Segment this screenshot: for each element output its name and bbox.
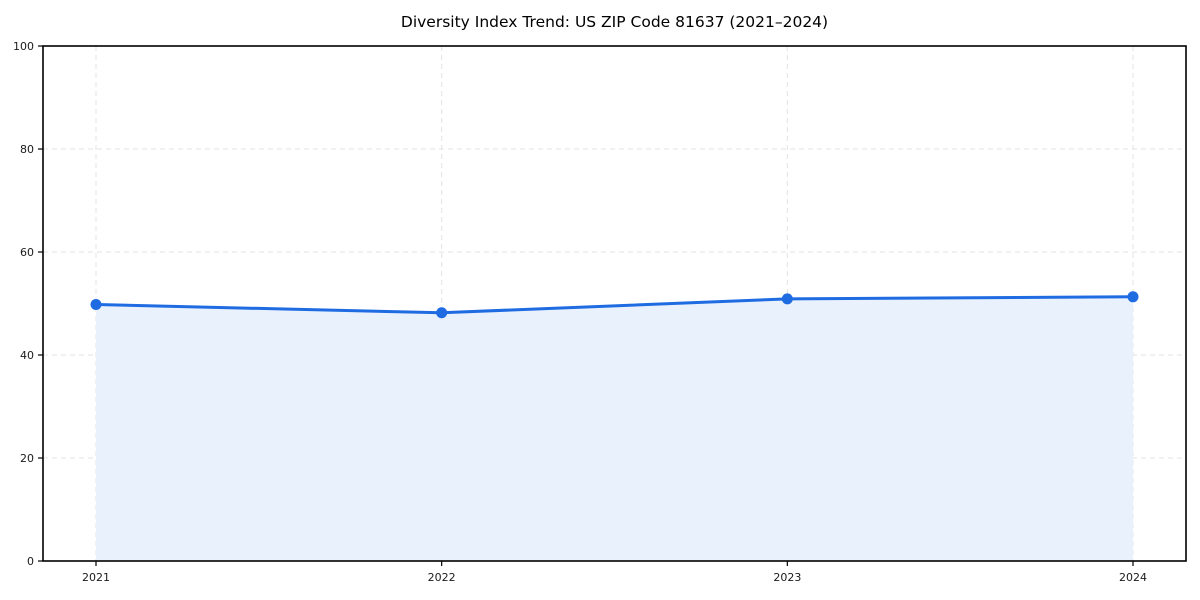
- trend-line: [94, 295, 1135, 315]
- x-tick-label: 2023: [773, 571, 801, 584]
- x-tick-label: 2022: [428, 571, 456, 584]
- y-tick-label: 80: [20, 143, 34, 156]
- y-tick-label: 0: [27, 555, 34, 568]
- data-point-2024: [1127, 291, 1139, 303]
- y-tick-label: 100: [13, 40, 34, 53]
- y-tick-label: 60: [20, 246, 34, 259]
- y-tick-label: 20: [20, 452, 34, 465]
- area-fill: [96, 296, 1133, 561]
- chart-title: Diversity Index Trend: US ZIP Code 81637…: [400, 13, 829, 31]
- y-tick-label: 40: [20, 349, 34, 362]
- data-point-2022: [436, 307, 448, 319]
- plot-border: [42, 45, 1187, 562]
- x-tick-label: 2021: [82, 571, 110, 584]
- data-point-2021: [90, 299, 102, 311]
- data-point-2023: [781, 293, 793, 305]
- x-tick-label: 2024: [1119, 571, 1147, 584]
